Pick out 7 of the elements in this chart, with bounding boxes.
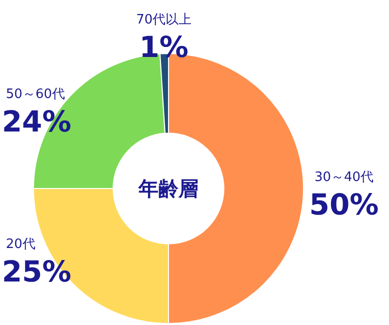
slice-label: 70代以上	[136, 12, 192, 28]
data-label: 50%	[309, 188, 379, 222]
slice-label: 30～40代	[314, 170, 374, 186]
data-label: 1%	[139, 30, 188, 64]
slice-label: 20代	[6, 237, 36, 252]
slice-label: 50～60代	[6, 86, 65, 102]
text: 年齢層	[138, 176, 198, 200]
